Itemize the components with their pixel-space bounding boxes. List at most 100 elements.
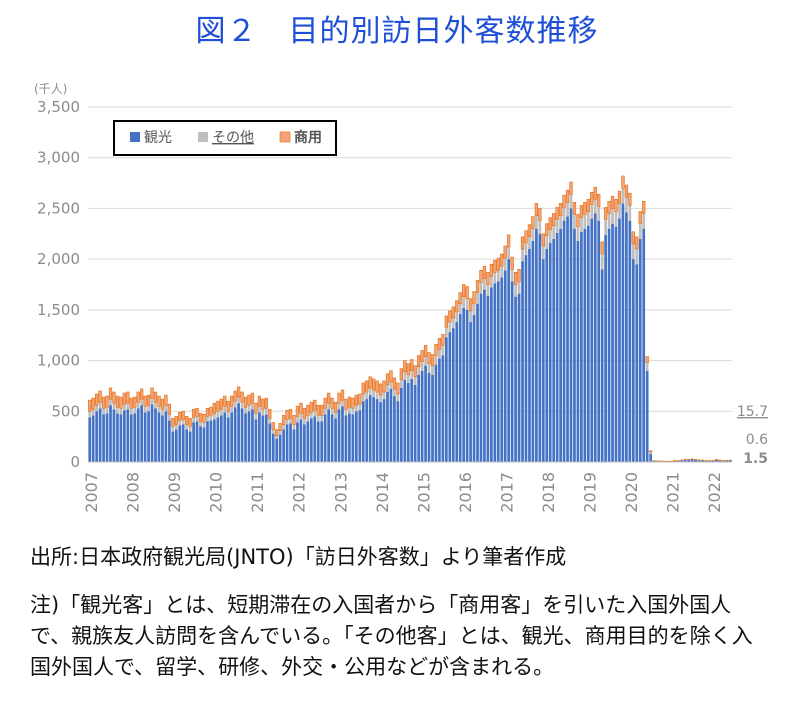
bar-tourism <box>327 409 330 462</box>
bar-other <box>545 235 549 249</box>
stacked-bar-chart: 0 500 1,000 1,500 2,000 2,500 3,000 3,500 (千人) 20… <box>34 82 768 513</box>
bar-tourism <box>555 232 559 462</box>
bar-other <box>645 362 649 371</box>
bar-business <box>171 418 175 427</box>
x-tick-label: 2022 <box>705 472 724 513</box>
bar-business <box>330 397 334 409</box>
bar-tourism <box>611 223 614 462</box>
bar-tourism <box>354 411 358 462</box>
bar-tourism <box>545 249 549 462</box>
bar-tourism <box>323 414 327 462</box>
bar-other <box>313 410 317 417</box>
bar-business <box>510 256 514 270</box>
bar-tourism <box>548 242 552 462</box>
bar-tourism <box>372 397 375 462</box>
bar-tourism <box>316 421 320 462</box>
bar-other <box>472 303 476 315</box>
bar-tourism <box>285 424 289 462</box>
bar-business <box>503 245 507 259</box>
bar-business <box>226 400 230 412</box>
bar-business <box>264 397 268 409</box>
bar-business <box>299 402 303 414</box>
bar-tourism <box>580 231 583 462</box>
bar-tourism <box>361 401 365 462</box>
legend-swatch-tourism <box>130 132 140 142</box>
bar-business <box>316 404 320 416</box>
bar-other <box>406 374 410 383</box>
bar-tourism <box>586 225 590 462</box>
bar-business <box>496 257 500 271</box>
bar-other <box>552 225 556 239</box>
x-tick-label: 2007 <box>82 472 101 513</box>
bar-tourism <box>562 220 566 462</box>
bar-business <box>198 413 203 422</box>
legend: 観光 その他 商用 <box>113 120 337 156</box>
legend-label-tourism: 観光 <box>144 129 172 146</box>
bar-tourism <box>334 418 337 462</box>
bar-business <box>558 203 563 216</box>
bar-tourism <box>600 269 604 462</box>
unit-label: (千人) <box>34 82 67 96</box>
bar-business <box>129 397 133 409</box>
bar-business <box>136 391 140 403</box>
x-tick-label: 2018 <box>539 472 558 513</box>
bar-other <box>476 292 479 304</box>
bar-other <box>247 405 251 412</box>
bar-business <box>254 402 258 414</box>
bar-business <box>302 407 307 419</box>
bar-tourism <box>365 399 369 462</box>
bar-tourism <box>593 213 597 462</box>
bar-tourism <box>313 416 317 462</box>
bar-business <box>569 181 573 195</box>
bar-other <box>507 246 511 260</box>
bar-other <box>341 400 344 407</box>
bar-other <box>569 194 573 209</box>
bar-tourism <box>424 365 427 462</box>
y-tick-label: 1,500 <box>37 301 80 319</box>
bar-other <box>223 406 227 413</box>
bar-business <box>562 194 566 208</box>
bar-other <box>233 401 237 408</box>
bar-other <box>206 416 209 422</box>
bar-other <box>583 214 587 229</box>
note-text: 注)「観光客」とは、短期滞在の入国者から「商用客」を引いた入国外国人で、親族友人… <box>30 593 753 679</box>
bar-business <box>233 390 237 402</box>
bar-tourism <box>690 459 694 462</box>
bar-other <box>219 409 223 416</box>
bar-business <box>392 377 397 390</box>
bar-tourism <box>320 421 324 462</box>
x-tick-label: 2014 <box>373 472 392 513</box>
bar-business <box>164 394 168 406</box>
bar-tourism <box>91 415 95 462</box>
x-tick-label: 2011 <box>248 472 267 513</box>
bar-other <box>604 219 607 235</box>
bar-business <box>579 205 584 218</box>
bar-other <box>500 266 504 278</box>
y-tick-label: 500 <box>51 402 80 420</box>
bar-tourism <box>389 388 393 462</box>
bar-other <box>517 281 521 294</box>
bar-other <box>621 188 625 204</box>
bar-other <box>580 217 583 232</box>
bar-tourism <box>230 412 234 462</box>
bar-tourism <box>438 358 441 462</box>
bar-tourism <box>638 238 642 462</box>
bar-tourism <box>119 414 123 462</box>
bar-business <box>621 175 625 189</box>
bar-business <box>209 406 213 416</box>
bar-other <box>98 402 102 409</box>
bar-business <box>275 429 279 436</box>
bar-business <box>614 199 618 212</box>
bar-other <box>185 424 189 430</box>
x-tick-label: 2019 <box>581 472 600 513</box>
bar-other <box>199 421 202 427</box>
bar-tourism <box>552 238 556 462</box>
bar-other <box>358 404 362 411</box>
bar-tourism <box>514 296 517 462</box>
bar-other <box>410 370 414 379</box>
bar-tourism <box>126 409 130 462</box>
bar-tourism <box>431 374 434 462</box>
bar-other <box>431 365 434 375</box>
bar-other <box>316 415 320 422</box>
bar-business <box>527 224 532 238</box>
